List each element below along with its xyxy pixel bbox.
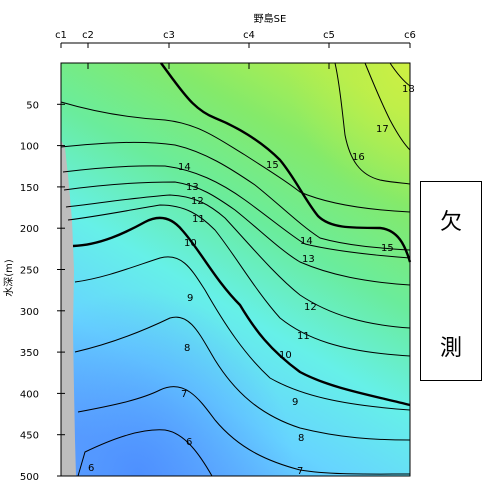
contour-label-6b: 6 bbox=[186, 437, 192, 448]
contour-label-12b: 12 bbox=[304, 302, 317, 313]
contour-line-14 bbox=[62, 165, 411, 259]
station-label-c3: c3 bbox=[163, 30, 175, 41]
contour-label-14b: 14 bbox=[300, 236, 313, 247]
contour-line-18 bbox=[389, 62, 411, 87]
plot-area bbox=[61, 63, 410, 476]
depth-label-200: 200 bbox=[20, 224, 39, 235]
contour-label-18: 18 bbox=[402, 84, 415, 95]
contour-label-13: 13 bbox=[186, 182, 199, 193]
depth-label-100: 100 bbox=[20, 142, 39, 153]
contour-line-upper-b bbox=[60, 141, 411, 251]
contour-line-12 bbox=[65, 194, 411, 329]
contour-line-15 bbox=[160, 62, 412, 263]
contour-line-upper-a bbox=[60, 101, 411, 213]
contour-label-8: 8 bbox=[184, 343, 190, 354]
y-axis-title: 水深(m) bbox=[3, 259, 15, 297]
depth-label-400: 400 bbox=[20, 389, 39, 400]
contour-label-9: 9 bbox=[187, 293, 193, 304]
contour-label-9b: 9 bbox=[292, 397, 298, 408]
contour-label-17: 17 bbox=[376, 124, 389, 135]
plot-frame bbox=[60, 62, 411, 477]
depth-label-450: 450 bbox=[20, 431, 39, 442]
contour-line-8 bbox=[74, 316, 411, 441]
missing-char-2: 測 bbox=[439, 336, 462, 361]
depth-label-350: 350 bbox=[20, 348, 39, 359]
depth-label-50: 50 bbox=[26, 100, 39, 111]
missing-data-box: 欠 測 bbox=[420, 181, 482, 381]
seabed-shape bbox=[61, 140, 76, 476]
station-label-c4: c4 bbox=[243, 30, 255, 41]
depth-label-250: 250 bbox=[20, 266, 39, 277]
depth-label-500: 500 bbox=[20, 472, 39, 481]
contour-label-6: 6 bbox=[88, 463, 94, 474]
contour-label-14: 14 bbox=[178, 162, 191, 173]
contour-line-6 bbox=[77, 429, 213, 477]
contour-line-16 bbox=[334, 62, 411, 185]
contour-label-8b: 8 bbox=[298, 433, 304, 444]
depth-label-150: 150 bbox=[20, 183, 39, 194]
contour-line-7 bbox=[77, 386, 411, 475]
contour-label-11: 11 bbox=[192, 214, 205, 225]
station-label-c5: c5 bbox=[323, 30, 335, 41]
station-label-c1: c1 bbox=[55, 30, 67, 41]
contour-line-17 bbox=[364, 62, 411, 151]
contour-label-16: 16 bbox=[352, 152, 365, 163]
depth-label-300: 300 bbox=[20, 307, 39, 318]
top-axis: c1 c2 c3 c4 c5 c6 野島SE bbox=[55, 12, 416, 69]
contour-label-15b: 15 bbox=[381, 243, 394, 254]
contour-labels: 6 6 7 7 8 8 9 9 10 10 11 11 12 12 13 13 … bbox=[88, 84, 415, 477]
contour-lines bbox=[60, 62, 412, 477]
station-label-c6: c6 bbox=[404, 30, 416, 41]
contour-label-10: 10 bbox=[184, 238, 197, 249]
chart-title: 野島SE bbox=[254, 12, 287, 25]
station-label-c2: c2 bbox=[82, 30, 94, 41]
contour-label-11b: 11 bbox=[297, 331, 310, 342]
contour-line-11 bbox=[67, 204, 411, 357]
left-axis: 50 100 150 200 250 300 350 400 450 500 水深(m) bbox=[3, 63, 65, 481]
contour-label-7b: 7 bbox=[297, 466, 303, 477]
missing-char-1: 欠 bbox=[439, 210, 462, 235]
contour-line-13 bbox=[63, 181, 411, 286]
contour-label-12: 12 bbox=[191, 196, 204, 207]
contour-label-7: 7 bbox=[181, 389, 187, 400]
contour-label-15: 15 bbox=[266, 160, 279, 171]
contour-label-13b: 13 bbox=[302, 254, 315, 265]
contour-line-9 bbox=[74, 256, 411, 411]
contour-label-10b: 10 bbox=[279, 350, 292, 361]
contour-line-10 bbox=[72, 216, 411, 407]
